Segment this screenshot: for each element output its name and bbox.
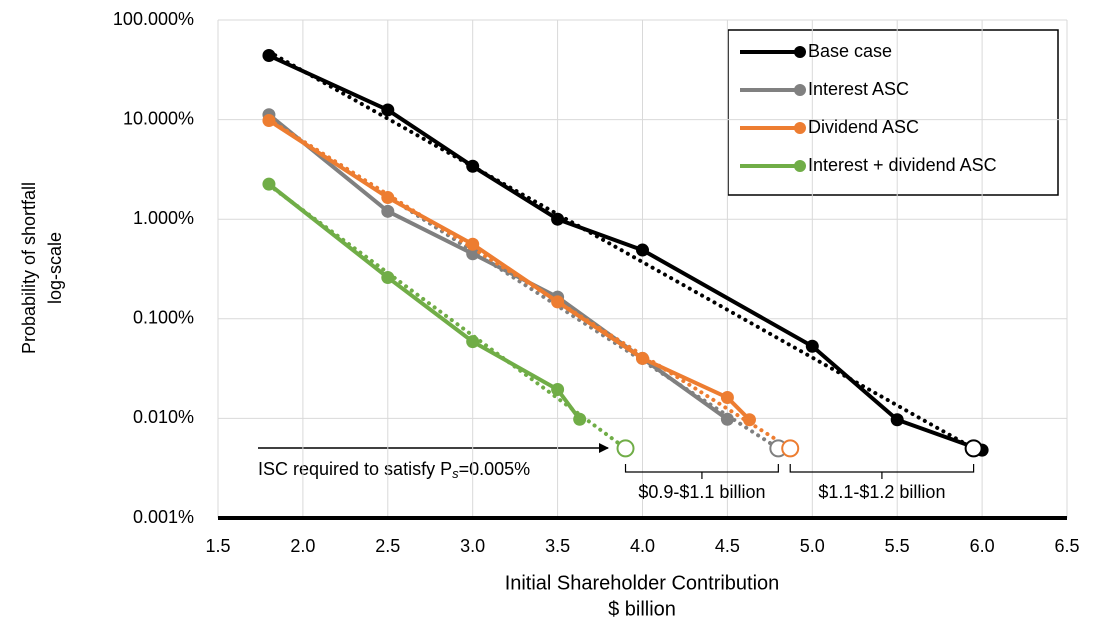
- brace-label: $1.1-$1.2 billion: [818, 482, 945, 502]
- y-tick-label: 100.000%: [113, 9, 194, 29]
- data-point: [381, 191, 395, 205]
- data-point: [262, 113, 276, 127]
- data-point: [381, 270, 395, 284]
- x-axis-label: Initial Shareholder Contribution: [505, 572, 780, 594]
- series-line: [267, 113, 729, 421]
- brace: [624, 464, 779, 479]
- legend-label: Base case: [808, 41, 892, 61]
- brace-label: $0.9-$1.1 billion: [638, 482, 765, 502]
- legend-marker: [794, 122, 806, 134]
- brace: [789, 464, 975, 479]
- annotation-text: ISC required to satisfy P: [258, 459, 452, 479]
- data-point: [720, 391, 734, 405]
- data-point: [742, 413, 756, 427]
- y-axis-label: log-scale: [45, 232, 65, 304]
- series-line: [268, 53, 983, 453]
- legend-label: Interest + dividend ASC: [808, 155, 997, 175]
- x-tick-label: 3.0: [460, 536, 485, 556]
- data-point: [636, 243, 649, 257]
- data-point: [466, 159, 480, 173]
- legend-label: Interest ASC: [808, 79, 909, 99]
- y-tick-label: 10.000%: [123, 108, 194, 128]
- data-point: [551, 212, 565, 226]
- x-tick-label: 2.0: [290, 536, 315, 556]
- required-point: [781, 439, 800, 458]
- y-axis-label: Probability of shortfall: [19, 182, 39, 354]
- data-point: [551, 295, 565, 309]
- required-point: [964, 439, 983, 458]
- data-point: [573, 412, 587, 426]
- legend-marker: [794, 46, 806, 58]
- data-point: [890, 413, 904, 427]
- required-point: [616, 439, 635, 458]
- y-tick-label: 0.001%: [133, 507, 194, 527]
- legend-marker: [794, 84, 806, 96]
- data-point: [720, 412, 734, 426]
- x-tick-label: 4.0: [630, 536, 655, 556]
- y-tick-label: 0.100%: [133, 308, 194, 328]
- data-point: [381, 103, 395, 117]
- x-tick-label: 6.0: [970, 536, 995, 556]
- x-tick-label: 5.5: [885, 536, 910, 556]
- trend-line: [266, 183, 628, 451]
- data-point: [381, 204, 395, 218]
- legend-label: Dividend ASC: [808, 117, 919, 137]
- data-point: [551, 383, 565, 397]
- x-tick-label: 1.5: [205, 536, 230, 556]
- data-point: [262, 49, 276, 63]
- y-tick-label: 0.010%: [133, 407, 194, 427]
- x-tick-label: 6.5: [1054, 536, 1079, 556]
- data-point: [262, 177, 276, 191]
- x-tick-label: 2.5: [375, 536, 400, 556]
- data-point: [805, 339, 819, 353]
- x-tick-label: 4.5: [715, 536, 740, 556]
- y-tick-label: 1.000%: [133, 208, 194, 228]
- annotation: ISC required to satisfy Ps=0.005%: [258, 459, 530, 482]
- x-axis-label: $ billion: [608, 598, 676, 620]
- annotation-subscript: s: [452, 466, 459, 481]
- data-point: [466, 237, 480, 251]
- annotation-text: =0.005%: [459, 459, 531, 479]
- legend-marker: [794, 160, 806, 172]
- x-tick-label: 5.0: [800, 536, 825, 556]
- x-tick-label: 3.5: [545, 536, 570, 556]
- data-point: [466, 335, 480, 349]
- data-point: [466, 247, 480, 261]
- data-point: [636, 351, 649, 365]
